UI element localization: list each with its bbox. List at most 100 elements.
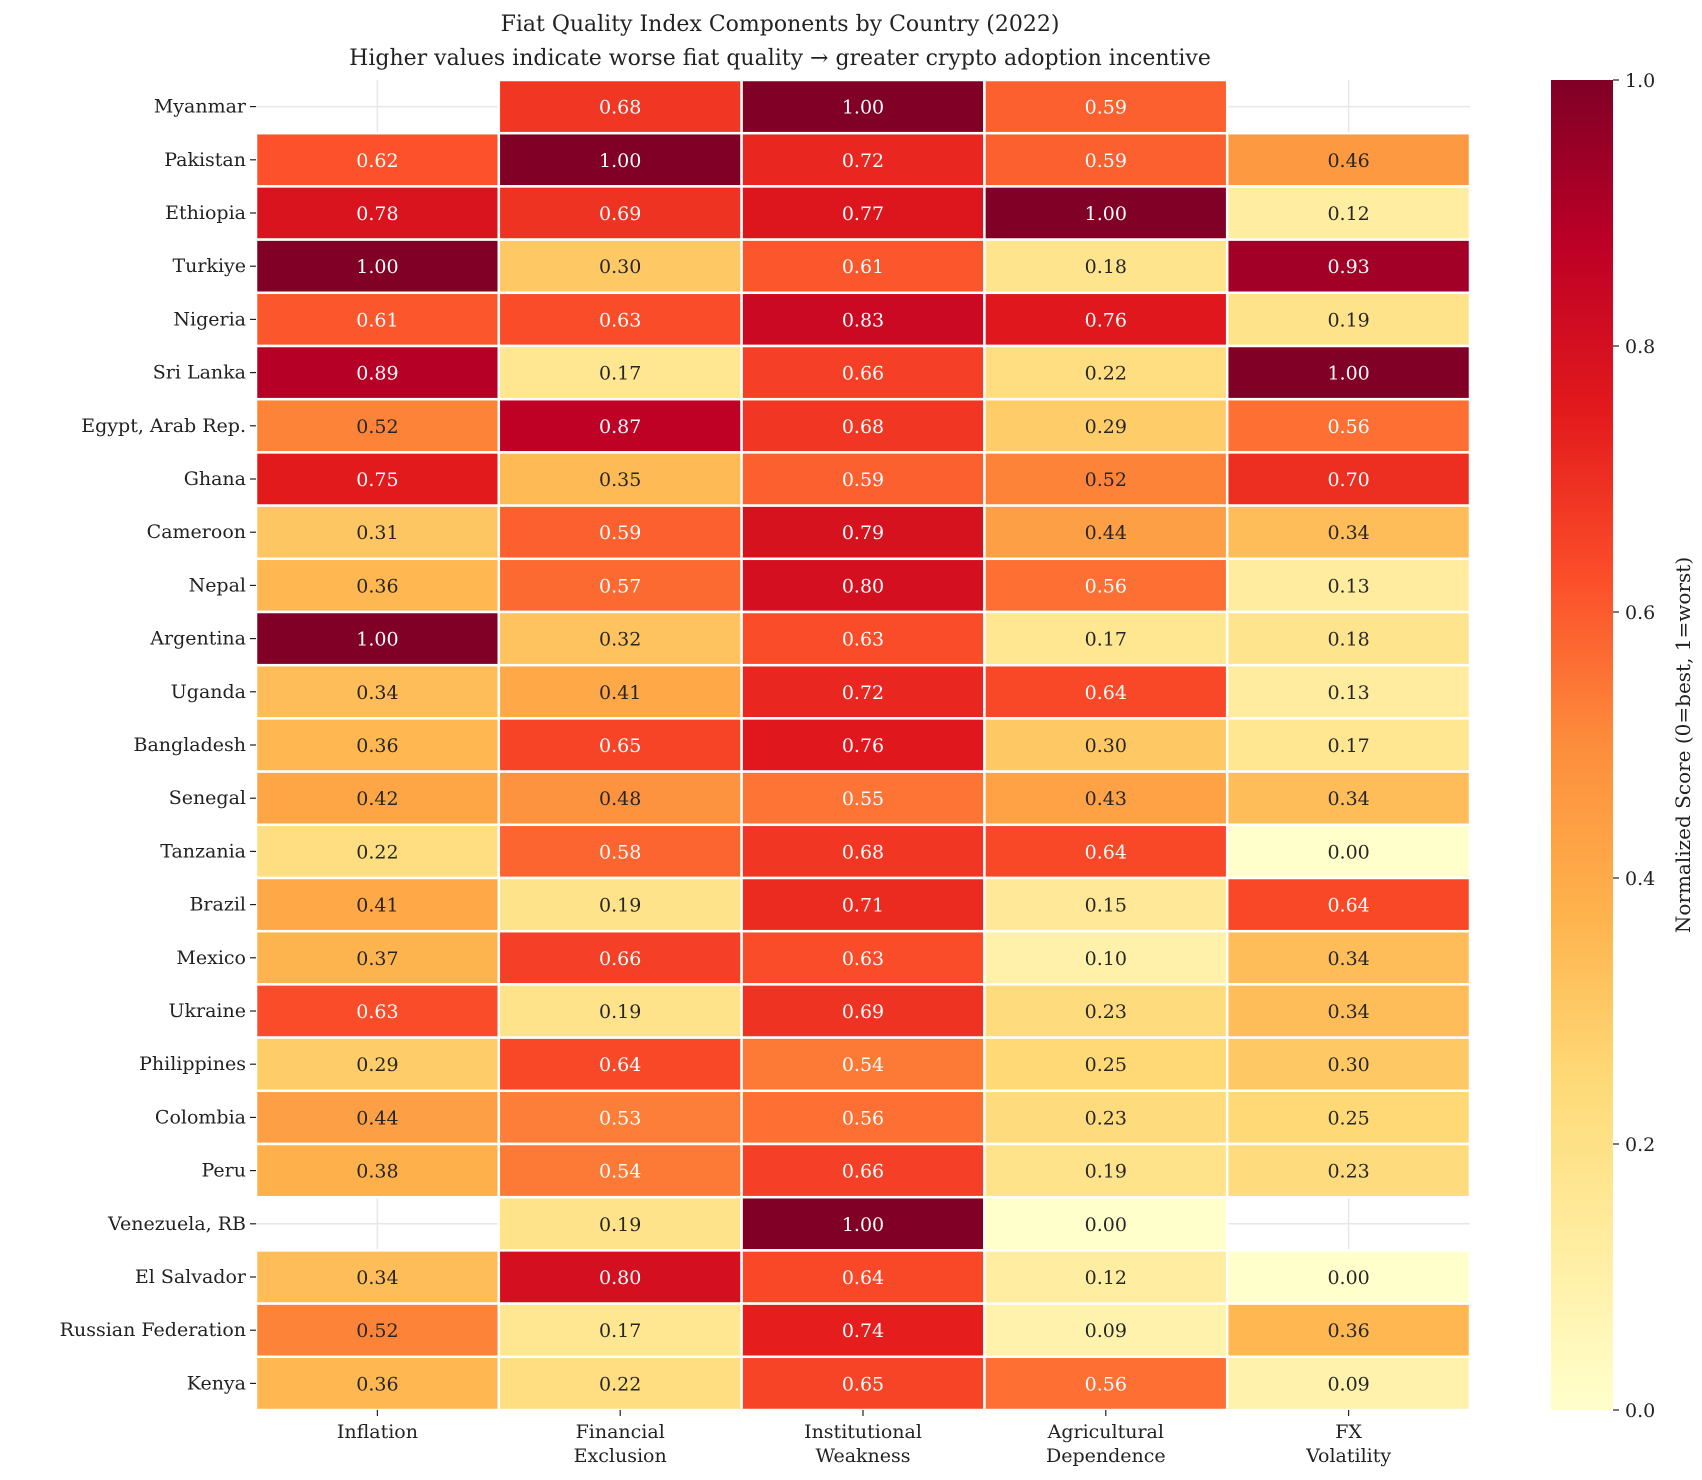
- cell-value-label: 0.36: [356, 575, 398, 597]
- cell-value-label: 0.41: [356, 895, 398, 917]
- heatmap-cell: [1225, 1142, 1472, 1199]
- heatmap-cell: [1225, 1302, 1472, 1359]
- y-tick-label: Bangladesh: [134, 734, 247, 756]
- cell-value-label: 0.43: [1085, 788, 1127, 810]
- cell-value-label: 0.56: [1085, 1373, 1127, 1395]
- heatmap-cell: [1225, 1355, 1472, 1412]
- y-tick-label: Argentina: [149, 628, 246, 650]
- cell-value-label: 0.23: [1085, 1107, 1127, 1129]
- cell-value-label: 0.54: [599, 1161, 641, 1183]
- cell-value-label: 0.80: [842, 575, 884, 597]
- heatmap-cell: [740, 1142, 986, 1199]
- cell-value-label: 0.30: [599, 256, 641, 278]
- heatmap-cell: [497, 770, 743, 827]
- x-tick-label: Dependence: [1046, 1445, 1166, 1467]
- heatmap-cell: [254, 823, 501, 880]
- heatmap-cell: [740, 1355, 986, 1412]
- y-tick-label: Nigeria: [173, 308, 246, 330]
- cell-value-label: 0.36: [356, 735, 398, 757]
- heatmap-cell: [1225, 397, 1472, 454]
- cell-value-label: 0.19: [1085, 1161, 1127, 1183]
- cell-value-label: 0.66: [842, 1161, 884, 1183]
- cell-value-label: 0.19: [599, 1001, 641, 1023]
- heatmap-cell: [983, 291, 1229, 348]
- cell-value-label: 0.70: [1327, 469, 1369, 491]
- cell-value-label: 0.23: [1327, 1161, 1369, 1183]
- colorbar-tick-label: 1.0: [1625, 70, 1655, 92]
- heatmap-cell: [497, 717, 743, 773]
- cell-value-label: 0.53: [599, 1107, 641, 1129]
- heatmap-cell: [1225, 983, 1472, 1039]
- chart-title: Fiat Quality Index Components by Country…: [500, 12, 1060, 37]
- colorbar-tick-label: 0.6: [1625, 602, 1655, 624]
- cell-value-label: 0.34: [1327, 948, 1369, 970]
- colorbar-label: Normalized Score (0=best, 1=worst): [1671, 557, 1695, 933]
- cell-value-label: 1.00: [842, 97, 884, 119]
- y-tick-label: Cameroon: [147, 521, 246, 543]
- heatmap-cell: [1225, 929, 1472, 986]
- cell-value-label: 0.22: [599, 1373, 641, 1395]
- heatmap-cell: [740, 1249, 986, 1305]
- cell-value-label: 0.69: [842, 1001, 884, 1023]
- cell-value-label: 0.46: [1327, 150, 1369, 172]
- cell-value-label: 0.22: [356, 841, 398, 863]
- y-tick-label: Nepal: [189, 574, 246, 596]
- heatmap-cell: [1225, 291, 1472, 348]
- cell-value-label: 0.59: [1085, 97, 1127, 119]
- cell-value-label: 0.68: [599, 97, 641, 119]
- cell-value-label: 0.44: [356, 1107, 398, 1129]
- x-tick-label: Volatility: [1305, 1445, 1391, 1467]
- heatmap-cell: [254, 291, 501, 348]
- cell-value-label: 0.63: [599, 309, 641, 331]
- y-tick-label: Colombia: [155, 1106, 246, 1128]
- y-tick-label: Ethiopia: [165, 202, 246, 224]
- cell-value-label: 0.15: [1085, 895, 1127, 917]
- heatmap-cell: [983, 131, 1229, 188]
- cell-value-label: 0.37: [356, 948, 398, 970]
- heatmap-cell: [254, 344, 501, 401]
- cell-value-label: 0.79: [842, 522, 884, 544]
- cell-value-label: 0.59: [842, 469, 884, 491]
- heatmap-cell: [983, 344, 1229, 401]
- x-tick-label: Inflation: [337, 1421, 418, 1443]
- cell-value-label: 0.76: [842, 735, 884, 757]
- cell-value-label: 0.52: [356, 1320, 398, 1342]
- cell-value-label: 0.17: [599, 363, 641, 385]
- heatmap-cell: [740, 663, 986, 720]
- heatmap-cell: [497, 504, 743, 561]
- heatmap-cell: [983, 397, 1229, 454]
- cell-value-label: 0.78: [356, 203, 398, 225]
- y-tick-label: Mexico: [176, 947, 246, 969]
- cell-value-label: 0.29: [1085, 416, 1127, 438]
- cell-value-label: 0.10: [1085, 948, 1127, 970]
- cell-value-label: 0.29: [356, 1054, 398, 1076]
- heatmap-cell: [983, 610, 1229, 667]
- y-tick-label: Uganda: [171, 681, 246, 703]
- cell-value-label: 0.64: [599, 1054, 641, 1076]
- cell-value-label: 0.00: [1085, 1214, 1127, 1236]
- heatmap-cell: [1225, 238, 1472, 295]
- x-tick-label: Agricultural: [1047, 1421, 1164, 1443]
- y-tick-label: Senegal: [169, 787, 246, 809]
- x-tick-label: FX: [1335, 1421, 1362, 1443]
- cell-value-label: 0.48: [599, 788, 641, 810]
- cell-value-label: 0.41: [599, 682, 641, 704]
- heatmap-cell: [983, 663, 1229, 720]
- heatmap-cell: [983, 557, 1229, 614]
- heatmap-cell: [254, 1036, 501, 1093]
- cell-value-label: 0.77: [842, 203, 884, 225]
- cell-value-label: 0.56: [1085, 575, 1127, 597]
- cell-value-label: 0.58: [599, 841, 641, 863]
- cell-value-label: 0.59: [1085, 150, 1127, 172]
- cell-value-label: 0.68: [842, 841, 884, 863]
- cell-value-label: 0.64: [1085, 841, 1127, 863]
- y-tick-label: El Salvador: [135, 1266, 247, 1288]
- heatmap-cell: [497, 238, 743, 295]
- cell-value-label: 0.61: [842, 256, 884, 278]
- x-tick-label: Financial: [576, 1421, 665, 1443]
- cell-value-label: 0.59: [599, 522, 641, 544]
- cell-value-label: 0.19: [599, 895, 641, 917]
- cell-value-label: 0.23: [1085, 1001, 1127, 1023]
- cell-value-label: 0.69: [599, 203, 641, 225]
- cell-value-label: 0.22: [1085, 363, 1127, 385]
